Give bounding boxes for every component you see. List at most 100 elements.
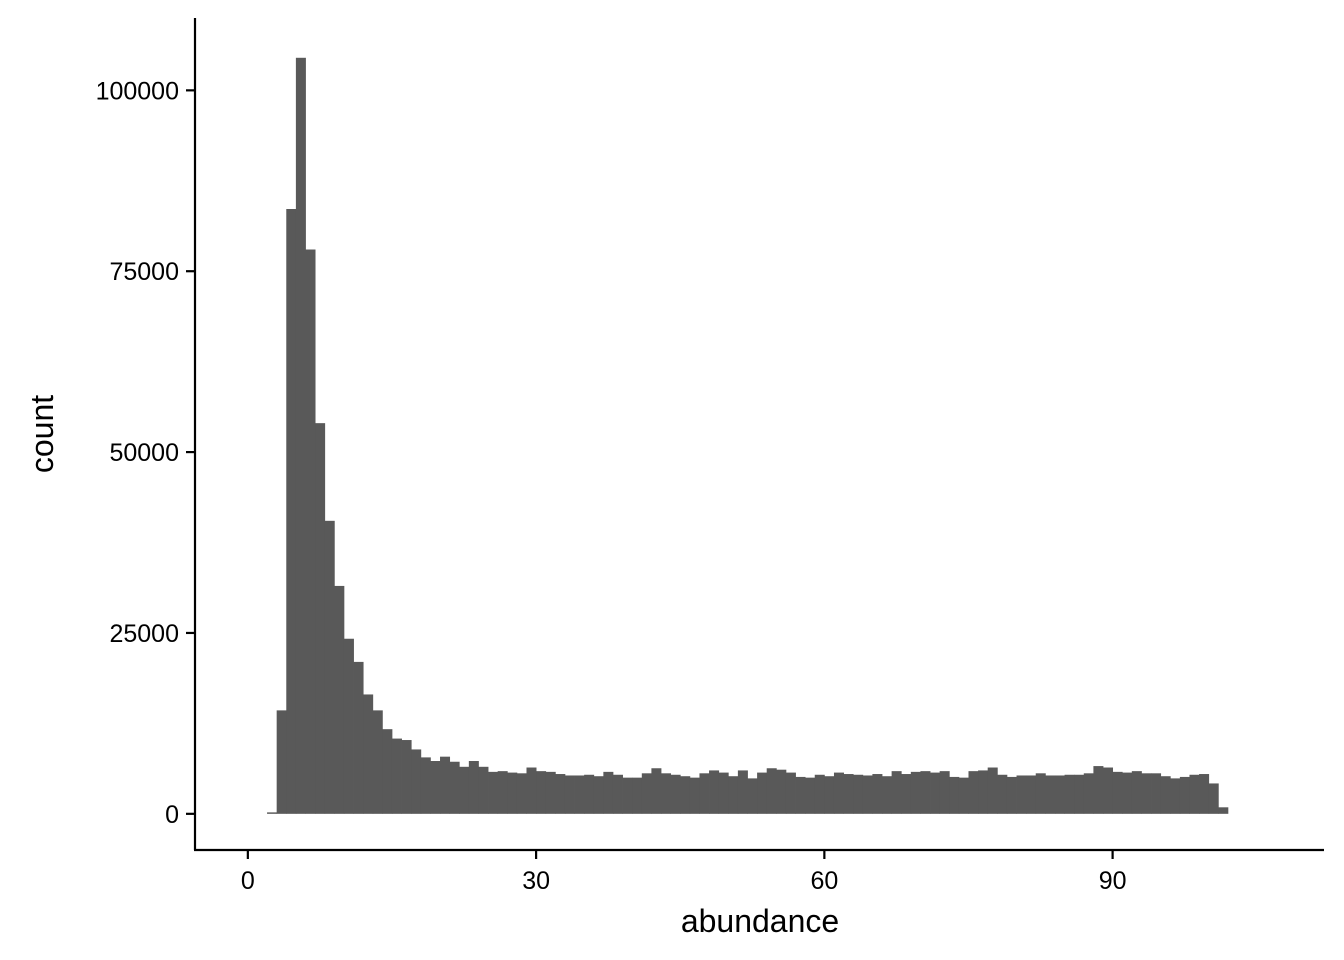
histogram-bar — [497, 771, 508, 814]
histogram-bar — [315, 423, 326, 814]
histogram-bar — [526, 767, 537, 814]
histogram-bar — [545, 771, 556, 814]
histogram-bar — [978, 770, 989, 814]
histogram-bar — [449, 761, 460, 814]
histogram-bar — [920, 771, 931, 814]
histogram-bar — [574, 775, 585, 814]
histogram-bar — [382, 729, 393, 814]
histogram-bar — [276, 710, 287, 814]
histogram-bar — [949, 776, 960, 814]
histogram-bar — [785, 772, 796, 814]
y-tick-label: 0 — [165, 801, 179, 829]
y-tick-label: 100000 — [96, 77, 179, 105]
histogram-bar — [882, 776, 893, 814]
histogram-bar — [343, 638, 354, 814]
y-axis-title: count — [24, 395, 60, 473]
histogram-bar — [1112, 771, 1123, 814]
histogram-bar — [478, 766, 489, 814]
histogram-bar — [1141, 773, 1152, 814]
histogram-bar — [1035, 773, 1046, 814]
histogram-bar — [1093, 766, 1104, 814]
histogram-bar — [1208, 783, 1219, 814]
histogram-bar — [632, 777, 643, 814]
histogram-bar — [1006, 776, 1017, 814]
histogram-bar — [391, 738, 402, 814]
histogram-bar — [1189, 774, 1200, 814]
histogram-bar — [305, 249, 316, 814]
histogram-bar — [1218, 807, 1229, 814]
histogram-bar — [334, 585, 345, 814]
histogram-bar — [430, 761, 441, 814]
x-tick-label: 60 — [810, 867, 838, 895]
histogram-bar — [747, 778, 758, 814]
histogram-bar — [661, 773, 672, 814]
histogram-bar — [709, 770, 720, 814]
histogram-bar — [1016, 775, 1027, 814]
histogram-bar — [411, 749, 422, 814]
histogram-bar — [593, 776, 604, 814]
histogram-bar — [939, 771, 950, 814]
histogram-bar — [295, 57, 306, 814]
histogram-bar — [612, 774, 623, 814]
histogram-bar — [603, 771, 614, 814]
histogram-bar — [699, 773, 710, 814]
histogram-bars — [267, 57, 1229, 814]
histogram-bar — [891, 771, 902, 814]
histogram-bar — [1064, 774, 1075, 814]
histogram-bar — [468, 761, 479, 814]
histogram-bar — [843, 774, 854, 814]
histogram-bar — [267, 812, 278, 814]
x-tick-label: 0 — [241, 867, 255, 895]
histogram-bar — [872, 774, 883, 814]
histogram-bar — [488, 771, 499, 814]
histogram-bar — [507, 772, 518, 814]
histogram-bar — [930, 772, 941, 814]
histogram-bar — [814, 774, 825, 814]
histogram-bar — [776, 769, 787, 814]
histogram-bar — [516, 773, 527, 814]
histogram-bar — [1131, 771, 1142, 814]
histogram-bar — [420, 757, 431, 814]
histogram-bar — [910, 771, 921, 814]
histogram-bar — [833, 772, 844, 814]
histogram-bar — [324, 520, 335, 814]
histogram-bar — [805, 777, 816, 814]
y-axis-ticks: 0 25000 50000 75000 100000 — [96, 77, 195, 829]
histogram-bar — [718, 772, 729, 814]
histogram-bar — [728, 776, 739, 814]
histogram-bar — [372, 710, 383, 814]
histogram-bar — [641, 773, 652, 814]
histogram-bar — [901, 774, 912, 814]
histogram-bar — [997, 774, 1008, 814]
histogram-bar — [795, 776, 806, 814]
histogram-bar — [824, 776, 835, 814]
histogram-bar — [286, 209, 297, 814]
histogram-bar — [1083, 773, 1094, 814]
histogram-bar — [737, 770, 748, 814]
histogram-bar — [968, 771, 979, 814]
y-tick-label: 50000 — [109, 439, 179, 467]
histogram-bar — [689, 777, 700, 814]
y-tick-label: 75000 — [109, 258, 179, 286]
histogram-bar — [757, 772, 768, 814]
x-tick-label: 90 — [1099, 867, 1127, 895]
histogram-bar — [670, 774, 681, 814]
histogram-bar — [1103, 767, 1114, 814]
histogram-bar — [401, 740, 412, 814]
y-tick-label: 25000 — [109, 620, 179, 648]
histogram-bar — [1122, 772, 1133, 814]
histogram-bar — [564, 775, 575, 814]
histogram-bar — [363, 694, 374, 814]
histogram-bar — [353, 661, 364, 814]
histogram-bar — [440, 756, 451, 814]
histogram-bar — [958, 777, 969, 814]
histogram-bar — [862, 775, 873, 814]
histogram-bar — [1170, 778, 1181, 814]
histogram-bar — [1074, 774, 1085, 814]
histogram-bar — [1151, 773, 1162, 814]
histogram-bar — [459, 766, 470, 814]
histogram-bar — [1045, 775, 1056, 814]
histogram-bar — [584, 774, 595, 814]
histogram-bar — [555, 774, 566, 814]
histogram-bar — [853, 774, 864, 814]
